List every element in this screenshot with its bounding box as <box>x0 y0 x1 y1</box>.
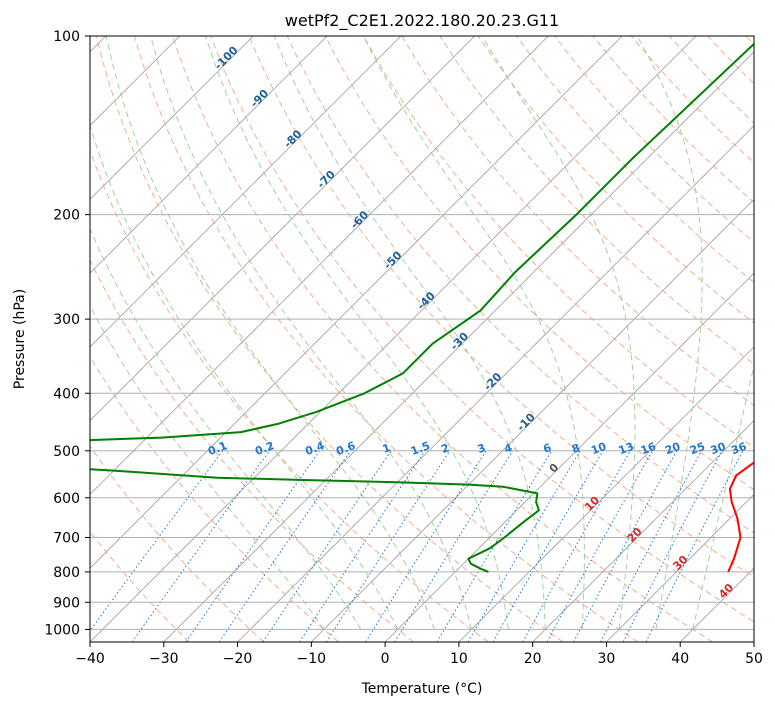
moist-adiabat-line <box>90 227 362 630</box>
y-tick-label: 700 <box>53 531 80 547</box>
dry-adiabat-line <box>286 36 754 534</box>
dewpoint-profile-line <box>90 42 754 573</box>
moist-adiabat-line <box>636 36 703 630</box>
moist-adiabat-line <box>204 36 509 630</box>
isotherm-line <box>237 124 754 642</box>
x-tick-label: 0 <box>381 651 390 667</box>
x-tick-label: −20 <box>223 651 253 667</box>
moist-adiabat-line <box>363 36 585 630</box>
y-tick-label: 800 <box>53 565 80 581</box>
x-tick-label: −30 <box>149 651 179 667</box>
mixing-ratio-line <box>185 450 321 642</box>
mixing-ratio-line <box>218 450 351 642</box>
moist-adiabat-line <box>105 36 436 630</box>
dry-adiabat-line <box>90 259 414 642</box>
mixing-ratio-label: 25 <box>688 440 707 457</box>
isotherm-line <box>311 198 754 642</box>
mixing-ratio-label: 30 <box>709 440 728 458</box>
mixing-ratio-label: 10 <box>589 440 608 458</box>
y-tick-label: 100 <box>53 29 80 45</box>
y-tick-label: 600 <box>53 491 80 507</box>
isotherm-line <box>90 36 549 495</box>
mixing-ratio-label: 3 <box>476 441 488 456</box>
mixing-ratio-line <box>600 450 702 642</box>
mixing-ratio-line <box>573 450 678 642</box>
isotherm-line <box>90 36 697 642</box>
mixing-ratio-line <box>365 450 487 642</box>
y-axis: 100 200 300 400 500 600 700 800 900 1000 <box>44 29 90 638</box>
moist-adiabat-line <box>481 36 636 630</box>
dry-adiabat-line <box>516 36 754 284</box>
isotherm-line <box>753 641 754 642</box>
temperature-profile-line <box>727 461 754 573</box>
x-tick-label: −10 <box>297 651 327 667</box>
moist-adiabat-line <box>692 363 754 630</box>
isotherm-line <box>458 346 754 642</box>
plot-frame <box>89 35 755 643</box>
x-tick-label: 20 <box>524 651 542 667</box>
y-tick-label: 500 <box>53 444 80 460</box>
dry-adiabat-line <box>133 36 639 642</box>
dry-adiabat-line <box>90 355 339 642</box>
mixing-ratio-label: 4 <box>502 441 514 456</box>
dry-adiabat-line <box>95 36 564 642</box>
mixing-ratio-label: 16 <box>639 440 658 458</box>
mixing-ratio-label: 0.6 <box>334 439 357 458</box>
isotherm-line <box>679 567 754 642</box>
isotherm-line <box>163 51 754 642</box>
mixing-ratio-line <box>325 450 451 642</box>
mixing-ratio-line <box>262 450 392 642</box>
y-tick-label: 1000 <box>44 622 80 638</box>
dry-adiabat-line <box>477 36 754 324</box>
x-tick-label: 10 <box>450 651 468 667</box>
moist-adiabat-line <box>273 36 546 630</box>
mixing-ratio-label: 0.2 <box>253 439 276 458</box>
moist-adiabat-line <box>90 304 325 630</box>
moist-adiabat-line <box>90 124 399 630</box>
dry-adiabat-line <box>248 36 754 578</box>
mixing-ratio-label: 13 <box>617 440 636 457</box>
isotherm-line <box>532 420 754 642</box>
x-tick-label: −40 <box>75 651 105 667</box>
y-axis-label: Pressure (hPa) <box>12 289 28 389</box>
chart-title: wetPf2_C2E1.2022.180.20.23.G11 <box>285 11 559 31</box>
mixing-ratio-line <box>436 450 553 642</box>
x-tick-label: 40 <box>671 651 689 667</box>
mixing-ratio-label: 6 <box>541 441 553 456</box>
grid-lines <box>90 36 754 630</box>
mixing-ratio-line <box>546 450 653 642</box>
moist-adiabat-line <box>150 36 472 630</box>
mixing-ratio-label: 0.4 <box>303 439 326 458</box>
x-tick-label: 50 <box>745 651 763 667</box>
mixing-ratio-label: 1 <box>381 441 393 456</box>
x-axis-label: Temperature (°C) <box>361 681 483 697</box>
mixing-ratio-label: 8 <box>570 441 582 456</box>
x-axis: −40 −30 −20 −10 0 10 20 30 40 50 <box>75 642 763 667</box>
y-tick-label: 300 <box>53 312 80 328</box>
dry-adiabat-line <box>325 36 754 491</box>
profile-series <box>90 42 754 573</box>
mixing-ratio-line <box>90 450 224 632</box>
mixing-ratio-line <box>131 450 271 642</box>
isotherm-line <box>384 272 754 642</box>
mixing-ratio-line <box>645 450 744 642</box>
mixing-ratio-label: 1.5 <box>409 439 432 458</box>
mixing-ratio-label: 0.1 <box>206 439 229 458</box>
isotherm-line <box>90 36 475 422</box>
isotherm-line <box>90 36 623 569</box>
isotherm-line <box>606 493 754 642</box>
x-tick-label: 30 <box>598 651 616 667</box>
mixing-ratio-line <box>299 450 426 642</box>
dry-adiabat-line <box>210 36 754 623</box>
plot-background <box>90 36 754 642</box>
mixing-ratio-label: 2 <box>439 441 451 456</box>
dry-adiabat-line <box>90 445 265 642</box>
y-tick-label: 200 <box>53 208 80 224</box>
mixing-ratio-label: 20 <box>663 440 682 458</box>
y-tick-label: 400 <box>53 386 80 402</box>
mixing-ratio-line <box>522 450 631 642</box>
mixing-ratio-label: 36 <box>730 440 749 458</box>
y-tick-label: 900 <box>53 595 80 611</box>
